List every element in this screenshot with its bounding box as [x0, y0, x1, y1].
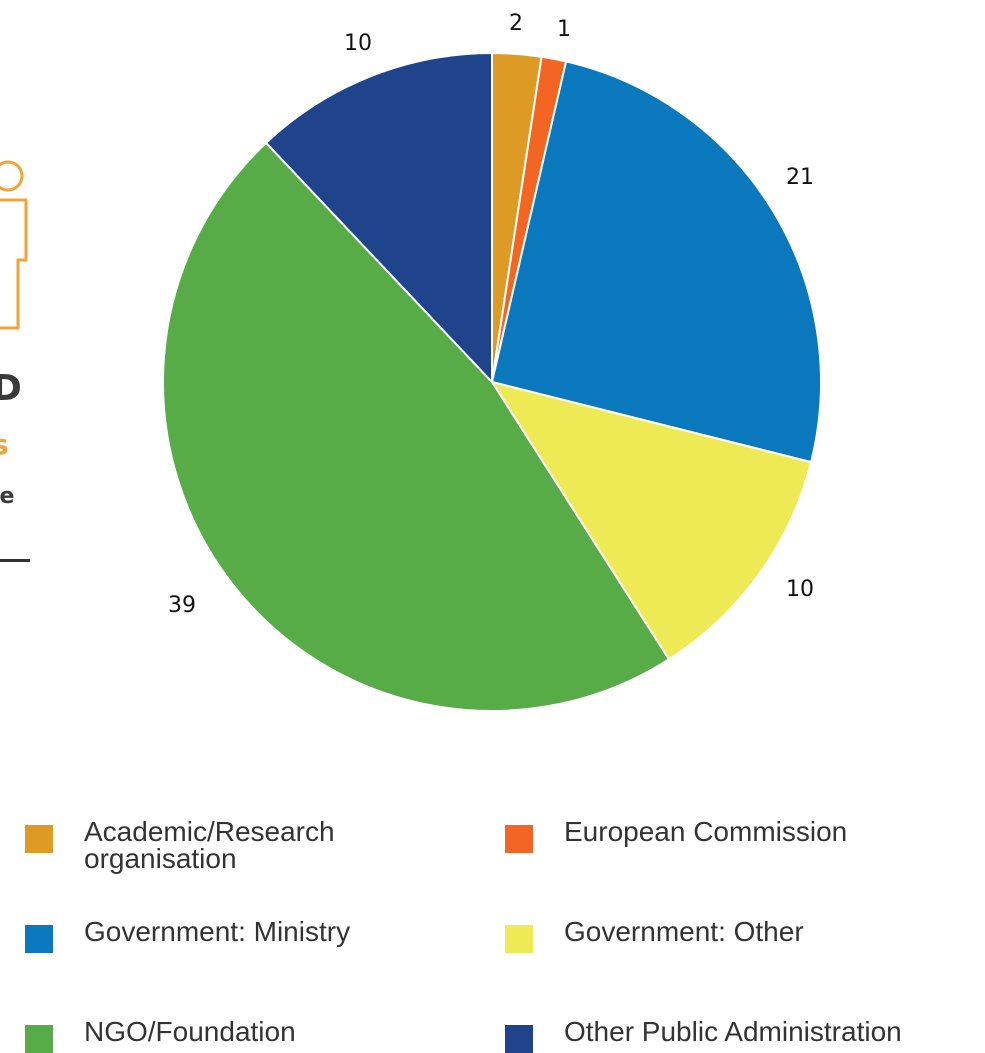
pie-slices: [162, 51, 822, 712]
legend-swatch: [505, 825, 533, 853]
pie-value-label-government-ministry: 21: [786, 165, 814, 190]
legend-label: Government: Ministry: [84, 916, 351, 947]
side-panel-fragment-3: le: [0, 484, 15, 509]
legend-label: Government: Other: [564, 916, 804, 947]
legend-item-government-ministry: Government: Ministry: [25, 918, 414, 953]
legend-swatch: [25, 925, 53, 953]
legend-swatch: [505, 925, 533, 953]
pie-slice-government-other: [489, 380, 813, 661]
side-panel-divider: [0, 559, 30, 562]
chart-legend: Academic/Research organisation European C…: [0, 800, 985, 1053]
legend-label: European Commission: [564, 816, 848, 847]
legend-swatch: [505, 1025, 533, 1053]
pie-value-label-academic-research-organisation: 2: [509, 11, 523, 36]
side-panel-fragment-1: D: [0, 368, 22, 409]
pie-slice-government-ministry: [490, 60, 822, 464]
legend-item-academic-research-organisation: Academic/Research organisation: [25, 816, 384, 874]
side-panel-fragment-2: s: [0, 428, 9, 461]
legend-item-other-public-administration: Other Public Administration: [505, 1018, 984, 1053]
legend-item-government-other: Government: Other: [505, 918, 894, 953]
pie-slice-other-public-administration: [264, 51, 493, 385]
legend-item-ngo-foundation: NGO/Foundation: [25, 1018, 414, 1053]
pie-value-label-european-commission: 1: [557, 17, 571, 42]
legend-label: NGO/Foundation: [84, 1016, 296, 1047]
legend-item-european-commission: European Commission: [505, 818, 894, 853]
pie-value-label-government-other: 10: [786, 577, 814, 602]
pie-value-label-ngo-foundation: 39: [168, 593, 196, 618]
legend-swatch: [25, 1025, 53, 1053]
pie-value-label-other-public-administration: 10: [344, 31, 372, 56]
legend-swatch: [25, 825, 53, 853]
legend-label: Other Public Administration: [564, 1016, 902, 1047]
pie-slice-ngo-foundation: [162, 141, 671, 712]
legend-label: Academic/Research organisation: [84, 816, 335, 874]
person-icon: [0, 160, 28, 330]
cropped-side-panel: D s le: [0, 0, 40, 600]
